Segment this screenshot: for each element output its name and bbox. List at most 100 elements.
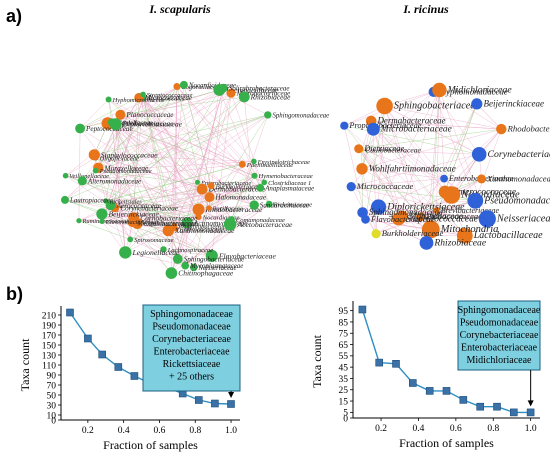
node-label: Propionibacteriaceae <box>348 121 421 130</box>
node-label: Bogoriellaceae <box>182 84 223 91</box>
network-edge <box>65 175 138 224</box>
network-edge <box>344 125 465 236</box>
network-node <box>181 217 193 229</box>
network-edge <box>115 123 255 176</box>
network-node <box>251 158 257 165</box>
node-label: Staphylococcaceae <box>406 214 478 224</box>
network-edge <box>176 86 255 176</box>
node-label: Neisseriaceae <box>496 213 550 224</box>
node-label: Micrococcaceae <box>356 181 414 191</box>
node-label: Burkholderiaceae <box>382 228 444 238</box>
annotation-box <box>142 304 241 392</box>
data-point <box>459 396 468 404</box>
node-label: Sphingomonadaceae <box>369 207 443 217</box>
network-edge <box>211 93 232 256</box>
network-edge <box>365 219 465 236</box>
y-tick-label: 65 <box>339 341 349 351</box>
network-node <box>127 236 134 243</box>
network-edge <box>344 125 431 230</box>
y-axis-title: Taxa count <box>18 338 32 391</box>
node-label: Ruminococcaceae <box>82 218 130 225</box>
data-point <box>375 358 384 367</box>
network-node <box>195 179 200 185</box>
x-tick-label: 0.6 <box>450 424 462 434</box>
node-label: Lactobacillaceae <box>473 230 543 241</box>
network-edge <box>64 170 96 201</box>
node-label: Dietziaceae <box>363 143 404 153</box>
node-label: Peptococcaceae <box>85 125 133 133</box>
network-edge <box>133 96 245 218</box>
node-label: Flavobacteriaceae <box>370 214 435 224</box>
y-tick-label: 110 <box>42 361 56 371</box>
network-node <box>442 186 461 204</box>
network-edge <box>362 212 427 244</box>
network-node <box>256 184 265 192</box>
node-label: Beijerinckiaceae <box>484 98 544 108</box>
node-label: Pseudomonadaceae <box>99 168 152 175</box>
network-edge <box>105 187 261 202</box>
data-point <box>114 363 123 371</box>
y-tick-label: 85 <box>339 318 349 328</box>
data-point <box>358 305 367 314</box>
node-label: Rhizobiaceae <box>250 92 292 101</box>
network-edge <box>351 186 488 220</box>
node-label: Oligoflexaceae <box>100 155 139 162</box>
network-node <box>181 261 190 270</box>
y-tick-label: 190 <box>42 321 57 331</box>
data-point <box>195 396 203 404</box>
annotation-line: Corynebacteriaceae <box>152 334 231 345</box>
node-label: Hyphomicrobiaceae <box>112 97 166 104</box>
network-edge <box>373 129 377 234</box>
node-label: Mycoplasmataceae <box>189 263 243 270</box>
network-edge <box>111 122 126 253</box>
network-edge <box>95 170 212 187</box>
network-edge <box>125 182 198 253</box>
node-label: Methylobacteriaceae <box>136 219 196 227</box>
network-edge <box>168 204 255 231</box>
network-edge <box>376 200 476 234</box>
network-edge <box>376 233 465 236</box>
y-tick-label: 0 <box>51 416 56 426</box>
node-label: Micrococcaceae <box>144 94 193 102</box>
node-label: Sphingomonadaceae <box>273 112 330 119</box>
network-edge <box>361 128 502 170</box>
data-point <box>442 387 451 395</box>
annotation-box <box>457 300 541 371</box>
network-edge <box>98 92 232 169</box>
network-edge <box>373 129 446 193</box>
y-tick-label: 150 <box>42 341 57 351</box>
node-label: Chromobacteriaceae <box>106 219 160 226</box>
network-edge <box>115 124 126 253</box>
network-node <box>419 236 434 250</box>
network-node <box>96 208 108 220</box>
network-node <box>238 160 246 168</box>
node-label: Planococcaceae <box>425 211 482 221</box>
node-label: Sandaracinaceae <box>260 202 309 210</box>
node-label: Alteromonadaceae <box>87 177 141 185</box>
node-label: Spirosomaceae <box>134 237 174 244</box>
x-tick-label: 0.8 <box>189 426 201 436</box>
network-node <box>265 200 273 208</box>
network-edge <box>358 128 502 149</box>
network-node <box>228 216 235 223</box>
annotation-line: Enterobacteriaceae <box>461 343 538 354</box>
network-edge <box>78 128 81 221</box>
network-edge <box>433 91 476 201</box>
network-edge <box>371 120 452 196</box>
network-node <box>218 83 228 93</box>
network-node <box>477 174 486 184</box>
network-edge <box>111 122 186 266</box>
network-node <box>440 174 448 183</box>
network-node <box>77 176 87 186</box>
network-title-ricinus: I. ricinus <box>402 2 449 16</box>
network-edge <box>373 129 465 236</box>
network-edge <box>125 252 186 266</box>
node-label: Myxococcales <box>146 96 185 103</box>
network-edge <box>358 148 421 217</box>
network-edge <box>79 128 210 209</box>
node-label: Nocardioidaceae <box>188 82 236 89</box>
node-label: Brevibacteriaceae <box>441 206 500 215</box>
network-edge <box>115 124 213 256</box>
network-edge <box>115 123 198 183</box>
network-edge <box>183 84 255 162</box>
